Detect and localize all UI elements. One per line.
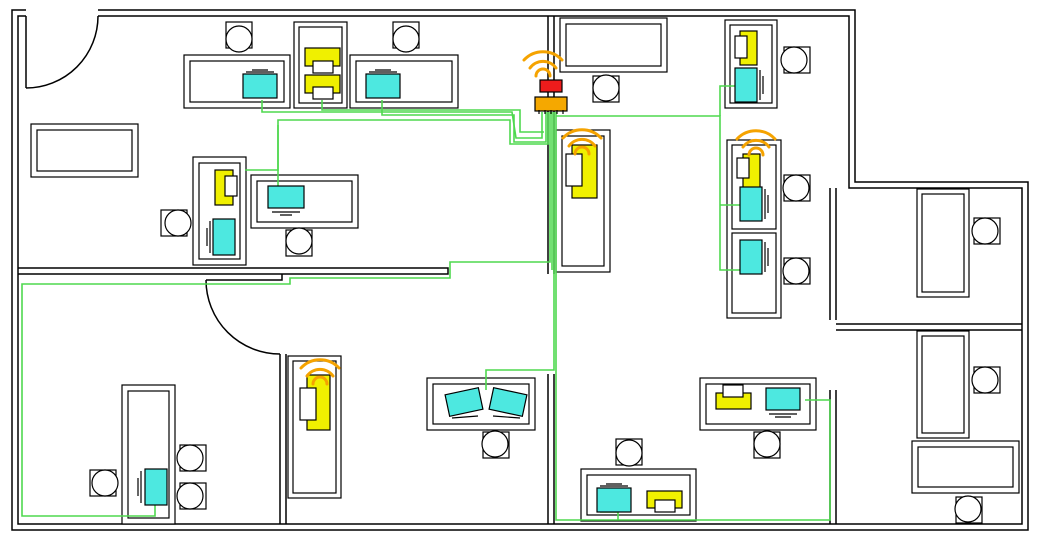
- computer-monitor-icon: [444, 386, 484, 419]
- walls: [11, 8, 1029, 531]
- wifi-icon: [522, 50, 564, 78]
- computer-monitor-icon: [739, 239, 769, 275]
- chair: [782, 257, 811, 285]
- printer-icon: [715, 384, 752, 410]
- printer-icon: [304, 47, 341, 74]
- printers: [214, 30, 761, 513]
- wifi-icon: [561, 128, 603, 156]
- wifi-icon: [735, 129, 777, 157]
- cable: [719, 85, 735, 116]
- wall-h-left-2: [206, 274, 283, 281]
- chair: [971, 217, 1001, 245]
- outer-wall: [11, 9, 1029, 531]
- chair: [481, 430, 510, 459]
- cable: [321, 100, 544, 133]
- computer-monitor-icon: [739, 186, 769, 222]
- printer-icon: [734, 30, 758, 66]
- computer-monitor-icon: [596, 483, 632, 513]
- wall-h-right: [836, 323, 1022, 331]
- chair: [89, 469, 119, 497]
- desks: [30, 17, 1020, 525]
- outer-wall-inner: [17, 15, 1023, 525]
- computer-monitor-icon: [365, 69, 401, 99]
- printer-icon: [736, 153, 761, 190]
- printer-icon: [214, 169, 238, 206]
- chair: [753, 430, 781, 459]
- printer-icon: [565, 144, 598, 199]
- cable: [245, 112, 549, 171]
- wall-v-center-low: [547, 374, 555, 524]
- chair: [176, 444, 207, 472]
- wall-h-left: [18, 267, 449, 275]
- wall-v-right-low: [829, 390, 837, 524]
- network-core: [534, 79, 568, 114]
- chair: [160, 209, 192, 237]
- computer-monitor-icon: [242, 69, 278, 99]
- network-switch-icon: [534, 96, 568, 112]
- printer-icon: [646, 490, 683, 513]
- door-arc-top-left: [25, 15, 99, 89]
- chair: [592, 74, 620, 103]
- wall-v-right: [829, 188, 837, 320]
- wall-v-bottom-left: [279, 354, 287, 524]
- computer-monitor-icon: [206, 218, 236, 256]
- computer-monitor-icon: [734, 67, 764, 103]
- cable: [556, 115, 740, 271]
- chair: [780, 46, 811, 74]
- wifi-signals: [299, 50, 777, 386]
- cable: [381, 100, 547, 143]
- cable: [555, 112, 831, 521]
- door-arc-mid-left: [205, 279, 281, 355]
- chair: [176, 482, 207, 510]
- network-cables: [21, 85, 831, 521]
- chair: [615, 438, 643, 467]
- computer-monitor-icon: [267, 185, 305, 216]
- cable: [485, 112, 555, 390]
- wifi-icon: [299, 358, 341, 386]
- router-icon: [539, 79, 563, 93]
- printer-icon: [304, 74, 341, 100]
- chair: [782, 174, 811, 202]
- computer-monitor-icon: [765, 387, 801, 418]
- computers: [137, 67, 801, 513]
- chair: [392, 21, 420, 53]
- cable: [21, 112, 551, 517]
- chair: [971, 366, 1001, 394]
- computer-monitor-icon: [488, 386, 528, 419]
- computer-monitor-icon: [137, 468, 168, 506]
- printer-icon: [299, 374, 331, 431]
- chair: [285, 227, 313, 257]
- chair: [954, 495, 983, 524]
- chairs: [89, 21, 1001, 524]
- chair: [225, 21, 253, 53]
